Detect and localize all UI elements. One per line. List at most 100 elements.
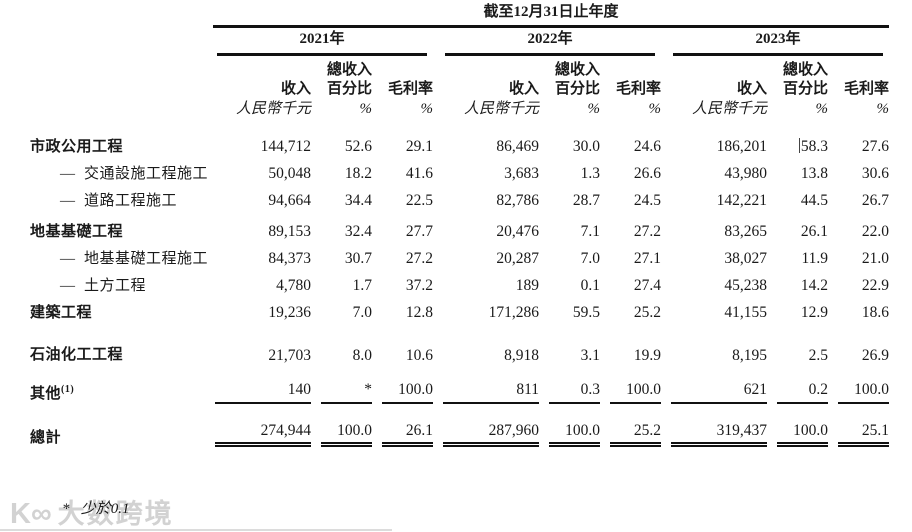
cell-value: 37.2 [405,277,433,295]
cell-value: 3.1 [580,346,600,364]
table-row: — 道路工程施工 94,664 34.4 22.5 82,786 28.7 24.5 142,… [30,183,889,210]
cell-value: 140 [205,365,311,404]
cell-value: 8.0 [352,346,372,364]
footnote: * 少於0.1 [62,497,130,518]
year-header-2022: 2022年 [445,31,655,56]
cell-value: 20,287 [496,250,539,268]
table-row: — 交通設施工程施工 50,048 18.2 41.6 3,683 1.3 26.6 43,9… [30,156,889,183]
cell-value: 1.7 [352,277,372,295]
watermark-text: 大数跨境 [57,499,174,529]
revenue-breakdown-table: 截至12月31日止年度 2021年 2022年 2023年 總收入 總收入 總收… [30,4,889,448]
total-cell-value: 100.0 [539,404,600,448]
cell-value: 7.0 [580,250,600,268]
cell-value: 38,027 [724,250,767,268]
total-row: 總計 274,944 100.0 26.1 287,960 100.0 25.2 319,43… [30,404,889,448]
header-pct-2: 百分比 [554,80,600,97]
cell-value: 59.5 [572,304,600,322]
header-gpm-3: 毛利率 [843,80,889,97]
row-label: — 道路工程施工 [60,192,178,209]
footnote-ref: (1) [61,384,75,396]
cell-value: 12.9 [800,304,828,322]
cell-value: 18.2 [344,165,372,183]
unit-rmb-2: 人民幣千元 [463,101,539,117]
total-cell-value: 274,944 [205,404,311,448]
cell-value: 44.5 [800,192,828,210]
cell-value: 0.3 [539,365,600,404]
total-label: 總計 [30,430,62,447]
cell-value: 0.1 [580,277,600,295]
header-units-row: 人民幣千元 % % 人民幣千元 % % 人民幣千元 % % [30,98,889,118]
cell-value: 26.9 [861,346,889,364]
unit-gpm-1: % [420,101,434,117]
header-gpm-2: 毛利率 [615,80,661,97]
watermark: K∞ 大数跨境 [10,492,174,531]
cell-value: 28.7 [572,192,600,210]
header-total-revenue-2: 總收入 [554,61,600,78]
year-header-row: 2021年 2022年 2023年 [30,29,889,56]
cell-value: 0.2 [767,365,828,404]
unit-pct-3: % [815,101,829,117]
unit-gpm-3: % [876,101,890,117]
header-revenue-2: 收入 [508,80,539,97]
cell-value: 186,201 [716,138,767,156]
cell-value: 27.4 [633,277,661,295]
total-cell-value: 287,960 [433,404,539,448]
header-pct-3: 百分比 [782,80,828,97]
cell-value: 27.6 [861,138,889,156]
cell-value: 18.6 [861,304,889,322]
table-row: — 地基基礎工程施工 84,373 30.7 27.2 20,287 7.0 27.1 38,… [30,241,889,268]
unit-rmb-3: 人民幣千元 [691,101,767,117]
cell-value: 171,286 [488,304,539,322]
table-row: 市政公用工程 144,712 52.6 29.1 86,469 30.0 24.6 186,2… [30,118,889,156]
unit-pct-1: % [359,101,373,117]
cell-value: 26.7 [861,192,889,210]
total-cell-value: 25.1 [828,404,889,448]
row-label: — 土方工程 [60,277,147,294]
cell-value: 8,195 [732,346,767,364]
year-header-2021: 2021年 [217,31,427,56]
cell-value: 100.0 [372,365,433,404]
cell-value: 22.0 [861,223,889,241]
cell-value: 10.6 [405,346,433,364]
row-label: 市政公用工程 [30,138,124,155]
cell-value: 144,712 [260,138,311,156]
row-label: 石油化工工程 [30,347,124,364]
cell-value: 30.6 [861,165,889,183]
cell-value: 2.5 [808,346,828,364]
cell-value: 27.7 [405,223,433,241]
cell-value: 11.9 [801,250,828,268]
cell-value: 24.6 [633,138,661,156]
footnote-marker: * [62,501,70,517]
cell-value: 22.9 [861,277,889,295]
footnote-text: 少於0.1 [80,501,130,517]
year-header-2023: 2023年 [673,31,883,56]
cell-value: 19.9 [633,346,661,364]
cell-value: 7.1 [580,223,600,241]
table-title: 截至12月31日止年度 [213,4,889,29]
cell-value: 89,153 [268,223,311,241]
cell-value: 41,155 [724,304,767,322]
header-revenue-3: 收入 [736,80,767,97]
table-row: — 土方工程 4,780 1.7 37.2 189 0.1 27.4 45,238 14.2 22… [30,268,889,295]
cell-value: 41.6 [405,165,433,183]
row-label: — 交通設施工程施工 [60,165,209,182]
cell-value: 86,469 [496,138,539,156]
cell-value: 24.5 [633,192,661,210]
cell-value: 100.0 [600,365,661,404]
header-total-revenue-3: 總收入 [782,61,828,78]
cell-value: 100.0 [828,365,889,404]
total-cell-value: 26.1 [372,404,433,448]
cell-value: 94,664 [268,192,311,210]
table-row: 石油化工工程 21,703 8.0 10.6 8,918 3.1 19.9 8,195 2.5 2… [30,322,889,365]
total-cell-value: 319,437 [661,404,767,448]
cell-value: 34.4 [344,192,372,210]
cell-value: 21,703 [268,346,311,364]
cell-value: 82,786 [496,192,539,210]
cell-value: * [311,365,372,404]
cell-value: 32.4 [344,223,372,241]
cell-value: 21.0 [861,250,889,268]
total-cell-value: 25.2 [600,404,661,448]
total-cell-value: 100.0 [311,404,372,448]
cell-value: 30.7 [344,250,372,268]
